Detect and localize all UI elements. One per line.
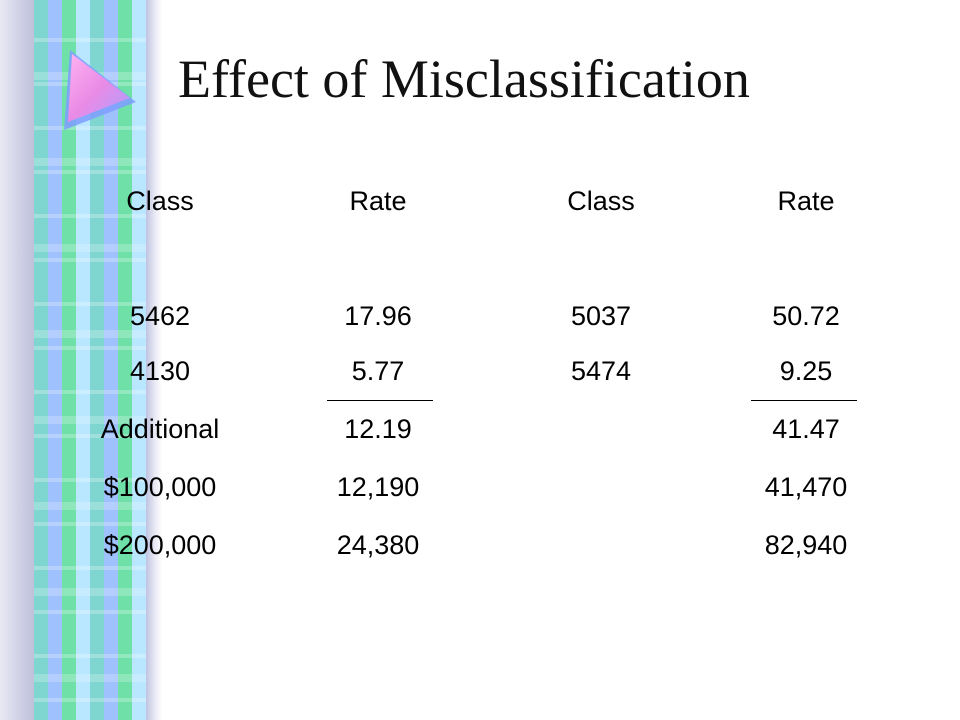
- table-cell: 5462: [129, 301, 191, 331]
- table-cell: 5037: [570, 301, 632, 331]
- table-cell: 82,940: [764, 530, 848, 560]
- table-cell: 9.25: [779, 356, 833, 386]
- sum-rule-left: [327, 400, 433, 401]
- table-cell: $200,000: [103, 530, 217, 560]
- strip-divider: [146, 0, 162, 720]
- table-cell: 17.96: [344, 301, 412, 331]
- table-cell: 50.72: [772, 301, 840, 331]
- left-gradient-shade: [0, 0, 34, 720]
- header-class-2: Class: [567, 186, 635, 216]
- header-rate-1: Rate: [349, 186, 407, 216]
- table-cell: 5.77: [351, 356, 405, 386]
- play-triangle-icon: [64, 50, 136, 130]
- table-cell: 24,380: [336, 530, 420, 560]
- header-class-1: Class: [126, 186, 194, 216]
- table-cell: 5474: [570, 356, 632, 386]
- header-rate-2: Rate: [777, 186, 835, 216]
- decorative-pattern-strip: [34, 0, 146, 720]
- table-cell: 12,190: [336, 472, 420, 502]
- table-cell: 41.47: [772, 414, 840, 444]
- table-cell: 41,470: [764, 472, 848, 502]
- table-cell: 12.19: [344, 414, 412, 444]
- table-cell: 4130: [129, 356, 191, 386]
- table-cell: $100,000: [103, 472, 217, 502]
- table-cell: Additional: [100, 414, 220, 444]
- sum-rule-right: [751, 400, 857, 401]
- slide-title: Effect of Misclassification: [178, 49, 750, 109]
